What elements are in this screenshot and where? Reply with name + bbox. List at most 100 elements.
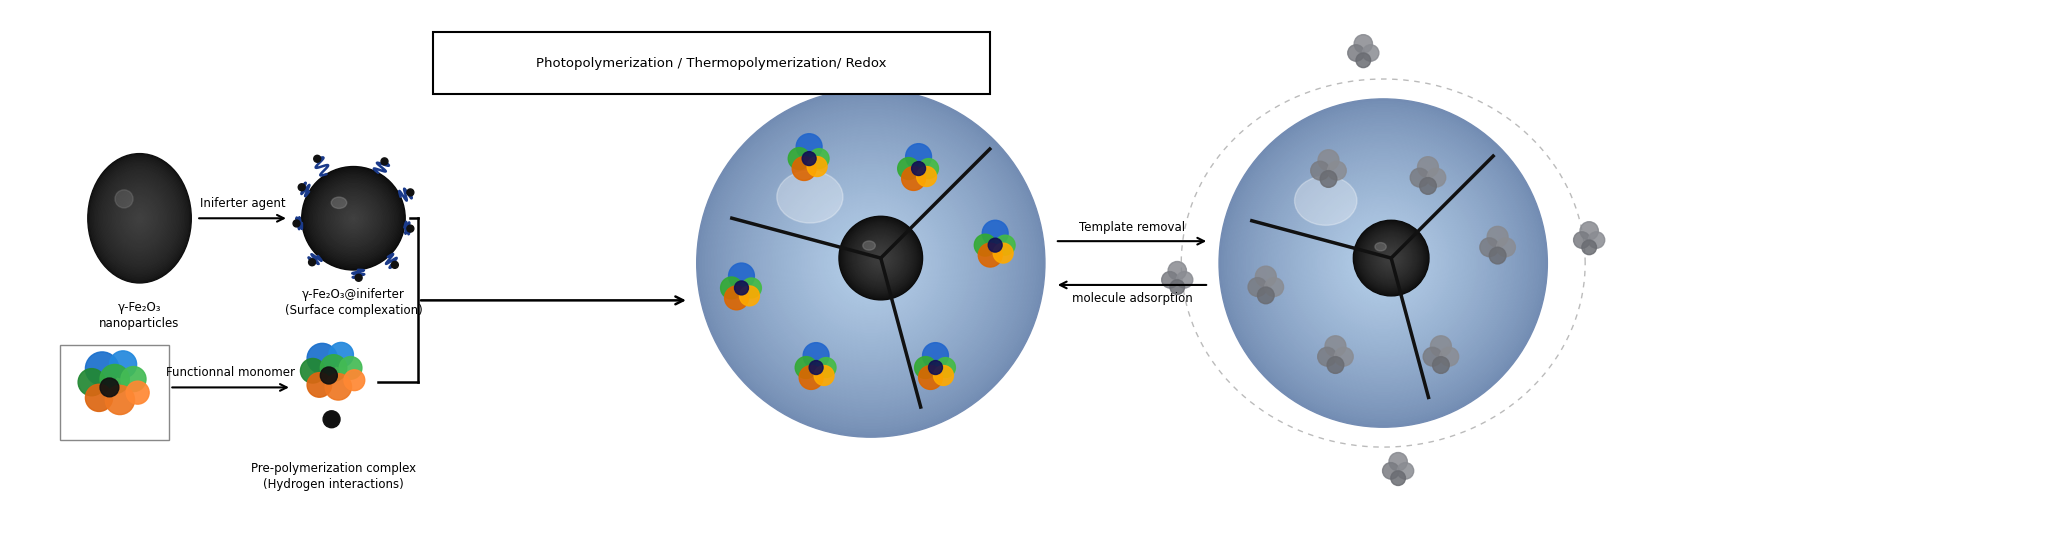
Circle shape [840,218,922,299]
Circle shape [1287,167,1479,359]
Circle shape [1479,238,1498,256]
Circle shape [932,366,953,385]
Circle shape [809,361,823,374]
Circle shape [1355,223,1426,293]
Circle shape [840,216,922,300]
Circle shape [1370,249,1397,277]
Circle shape [1368,247,1399,279]
Circle shape [864,242,897,274]
Circle shape [842,234,899,292]
Circle shape [1244,123,1522,403]
Circle shape [1271,151,1496,375]
Circle shape [303,168,404,269]
Circle shape [1582,240,1597,255]
Circle shape [786,179,955,347]
Circle shape [854,231,908,286]
Circle shape [1357,225,1423,291]
Circle shape [338,357,361,379]
Circle shape [817,358,836,378]
Circle shape [790,182,951,344]
Circle shape [1345,225,1421,301]
Ellipse shape [116,190,134,208]
Circle shape [873,251,887,265]
Circle shape [1353,221,1428,295]
Circle shape [307,173,398,264]
Circle shape [821,214,920,312]
Circle shape [318,182,390,254]
Circle shape [815,366,833,385]
Circle shape [122,367,146,392]
Circle shape [1273,153,1494,373]
Circle shape [734,127,1007,399]
Circle shape [1320,200,1446,326]
Circle shape [720,112,1021,414]
Circle shape [85,384,113,412]
Circle shape [1355,222,1428,294]
Text: Template removal: Template removal [1079,221,1184,234]
Ellipse shape [97,165,182,272]
Circle shape [935,358,955,378]
Circle shape [293,220,299,227]
Circle shape [1388,254,1395,262]
Ellipse shape [130,207,149,230]
Ellipse shape [120,194,159,243]
Circle shape [1370,236,1413,280]
Circle shape [1277,156,1489,370]
Circle shape [1225,104,1541,422]
Circle shape [309,174,398,262]
Circle shape [860,238,902,278]
Circle shape [99,364,130,393]
Circle shape [78,369,105,396]
Circle shape [1440,347,1459,366]
Circle shape [326,190,382,247]
Circle shape [741,133,1001,393]
Circle shape [846,222,916,294]
Circle shape [724,286,749,310]
Ellipse shape [89,155,190,281]
Circle shape [1397,463,1413,479]
Circle shape [392,261,398,269]
Circle shape [813,205,928,321]
Circle shape [301,358,326,383]
Circle shape [763,156,978,370]
Circle shape [1161,272,1178,288]
Circle shape [856,233,906,283]
Circle shape [1318,150,1339,170]
Circle shape [869,247,893,270]
Circle shape [788,147,811,169]
Circle shape [852,229,910,287]
Circle shape [697,89,1046,437]
Ellipse shape [101,170,177,267]
Circle shape [406,225,415,232]
Circle shape [1362,45,1378,61]
Circle shape [347,212,359,225]
Circle shape [879,256,883,260]
Circle shape [322,187,384,249]
Circle shape [792,185,949,341]
Ellipse shape [126,202,153,235]
Circle shape [858,236,904,280]
Circle shape [1322,203,1444,323]
Circle shape [1355,236,1411,290]
Circle shape [382,158,388,165]
Circle shape [1386,253,1397,264]
Circle shape [1388,453,1407,471]
Circle shape [718,109,1025,417]
Circle shape [318,184,388,253]
Circle shape [1256,266,1277,287]
Circle shape [792,157,817,180]
Circle shape [1360,226,1423,290]
Circle shape [1360,227,1421,289]
Ellipse shape [95,163,184,273]
Circle shape [1364,244,1403,282]
Circle shape [856,234,906,282]
Circle shape [1260,140,1506,386]
Circle shape [1168,261,1186,280]
Circle shape [1227,107,1539,419]
Circle shape [1366,233,1415,283]
Circle shape [305,169,402,267]
Circle shape [1314,195,1452,332]
Ellipse shape [99,167,182,270]
Circle shape [324,189,384,248]
Circle shape [1347,45,1364,61]
